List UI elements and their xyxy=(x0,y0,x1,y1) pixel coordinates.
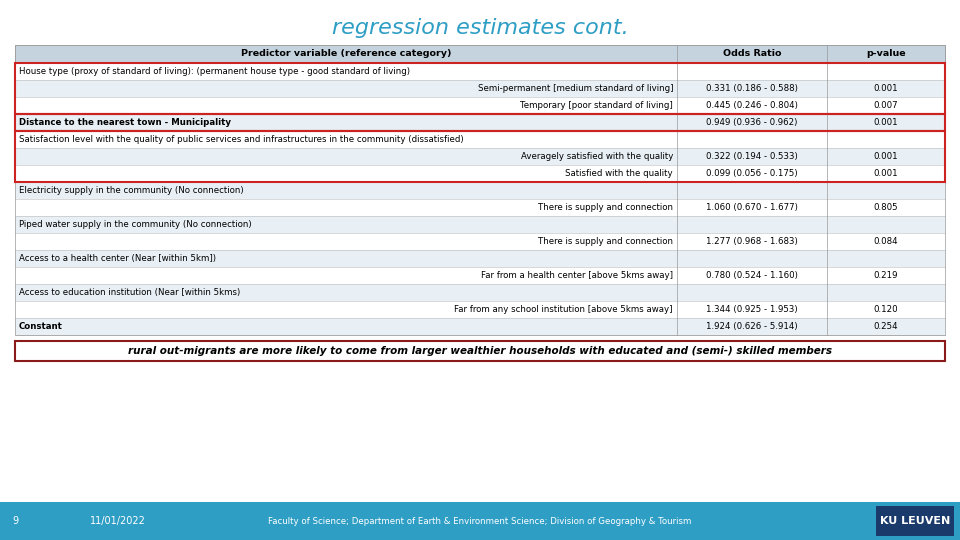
Text: 1.344 (0.925 - 1.953): 1.344 (0.925 - 1.953) xyxy=(707,305,798,314)
Text: Piped water supply in the community (No connection): Piped water supply in the community (No … xyxy=(19,220,252,229)
Text: Averagely satisfied with the quality: Averagely satisfied with the quality xyxy=(520,152,673,161)
Text: Access to a health center (Near [within 5km]): Access to a health center (Near [within … xyxy=(19,254,216,263)
Text: Far from any school institution [above 5kms away]: Far from any school institution [above 5… xyxy=(454,305,673,314)
Text: 0.001: 0.001 xyxy=(874,169,899,178)
Text: 0.084: 0.084 xyxy=(874,237,899,246)
Text: 0.099 (0.056 - 0.175): 0.099 (0.056 - 0.175) xyxy=(707,169,798,178)
Text: rural out-migrants are more likely to come from larger wealthier households with: rural out-migrants are more likely to co… xyxy=(128,346,832,356)
Text: Odds Ratio: Odds Ratio xyxy=(723,50,781,58)
Text: Constant: Constant xyxy=(19,322,62,331)
Bar xyxy=(15,182,945,199)
Bar xyxy=(15,114,945,131)
Text: 9: 9 xyxy=(12,516,18,526)
Text: 0.780 (0.524 - 1.160): 0.780 (0.524 - 1.160) xyxy=(706,271,798,280)
Text: 0.331 (0.186 - 0.588): 0.331 (0.186 - 0.588) xyxy=(706,84,798,93)
Text: Predictor variable (reference category): Predictor variable (reference category) xyxy=(241,50,451,58)
Text: 0.120: 0.120 xyxy=(874,305,899,314)
Bar xyxy=(15,284,945,301)
Text: Temporary [poor standard of living]: Temporary [poor standard of living] xyxy=(520,101,673,110)
Bar xyxy=(15,341,945,361)
Bar xyxy=(15,318,945,335)
Text: 1.060 (0.670 - 1.677): 1.060 (0.670 - 1.677) xyxy=(706,203,798,212)
Text: 0.445 (0.246 - 0.804): 0.445 (0.246 - 0.804) xyxy=(706,101,798,110)
Text: House type (proxy of standard of living): (permanent house type - good standard : House type (proxy of standard of living)… xyxy=(19,67,410,76)
Bar xyxy=(15,131,945,182)
Bar xyxy=(15,63,945,80)
Bar xyxy=(15,148,945,165)
Text: 0.001: 0.001 xyxy=(874,84,899,93)
Text: 0.949 (0.936 - 0.962): 0.949 (0.936 - 0.962) xyxy=(707,118,798,127)
Text: 1.277 (0.968 - 1.683): 1.277 (0.968 - 1.683) xyxy=(707,237,798,246)
Text: Distance to the nearest town - Municipality: Distance to the nearest town - Municipal… xyxy=(19,118,231,127)
Bar xyxy=(15,267,945,284)
Text: Electricity supply in the community (No connection): Electricity supply in the community (No … xyxy=(19,186,244,195)
Text: 0.001: 0.001 xyxy=(874,118,899,127)
Text: There is supply and connection: There is supply and connection xyxy=(538,203,673,212)
Text: Satisfaction level with the quality of public services and infrastructures in th: Satisfaction level with the quality of p… xyxy=(19,135,464,144)
Text: 1.924 (0.626 - 5.914): 1.924 (0.626 - 5.914) xyxy=(707,322,798,331)
Bar xyxy=(15,131,945,148)
Text: Faculty of Science; Department of Earth & Environment Science; Division of Geogr: Faculty of Science; Department of Earth … xyxy=(268,516,692,525)
Text: Semi-permanent [medium standard of living]: Semi-permanent [medium standard of livin… xyxy=(477,84,673,93)
Text: 0.254: 0.254 xyxy=(874,322,899,331)
Bar xyxy=(15,45,945,335)
Text: Satisfied with the quality: Satisfied with the quality xyxy=(565,169,673,178)
Bar xyxy=(15,301,945,318)
Bar xyxy=(15,80,945,97)
Bar xyxy=(15,97,945,114)
Text: p-value: p-value xyxy=(866,50,906,58)
Text: There is supply and connection: There is supply and connection xyxy=(538,237,673,246)
Text: 0.001: 0.001 xyxy=(874,152,899,161)
Bar xyxy=(15,63,945,114)
Text: 11/01/2022: 11/01/2022 xyxy=(90,516,146,526)
Bar xyxy=(15,233,945,250)
Text: regression estimates cont.: regression estimates cont. xyxy=(331,18,629,38)
Bar xyxy=(15,165,945,182)
Text: 0.805: 0.805 xyxy=(874,203,899,212)
Bar xyxy=(15,250,945,267)
Bar xyxy=(15,114,945,131)
Text: 0.322 (0.194 - 0.533): 0.322 (0.194 - 0.533) xyxy=(707,152,798,161)
Text: KU LEUVEN: KU LEUVEN xyxy=(880,516,950,526)
Text: 0.219: 0.219 xyxy=(874,271,899,280)
Bar xyxy=(15,45,945,63)
Bar xyxy=(0,502,960,540)
Text: Access to education institution (Near [within 5kms): Access to education institution (Near [w… xyxy=(19,288,240,297)
Text: Far from a health center [above 5kms away]: Far from a health center [above 5kms awa… xyxy=(481,271,673,280)
Text: 0.007: 0.007 xyxy=(874,101,899,110)
Bar xyxy=(15,216,945,233)
Bar xyxy=(876,506,954,536)
Bar xyxy=(15,199,945,216)
